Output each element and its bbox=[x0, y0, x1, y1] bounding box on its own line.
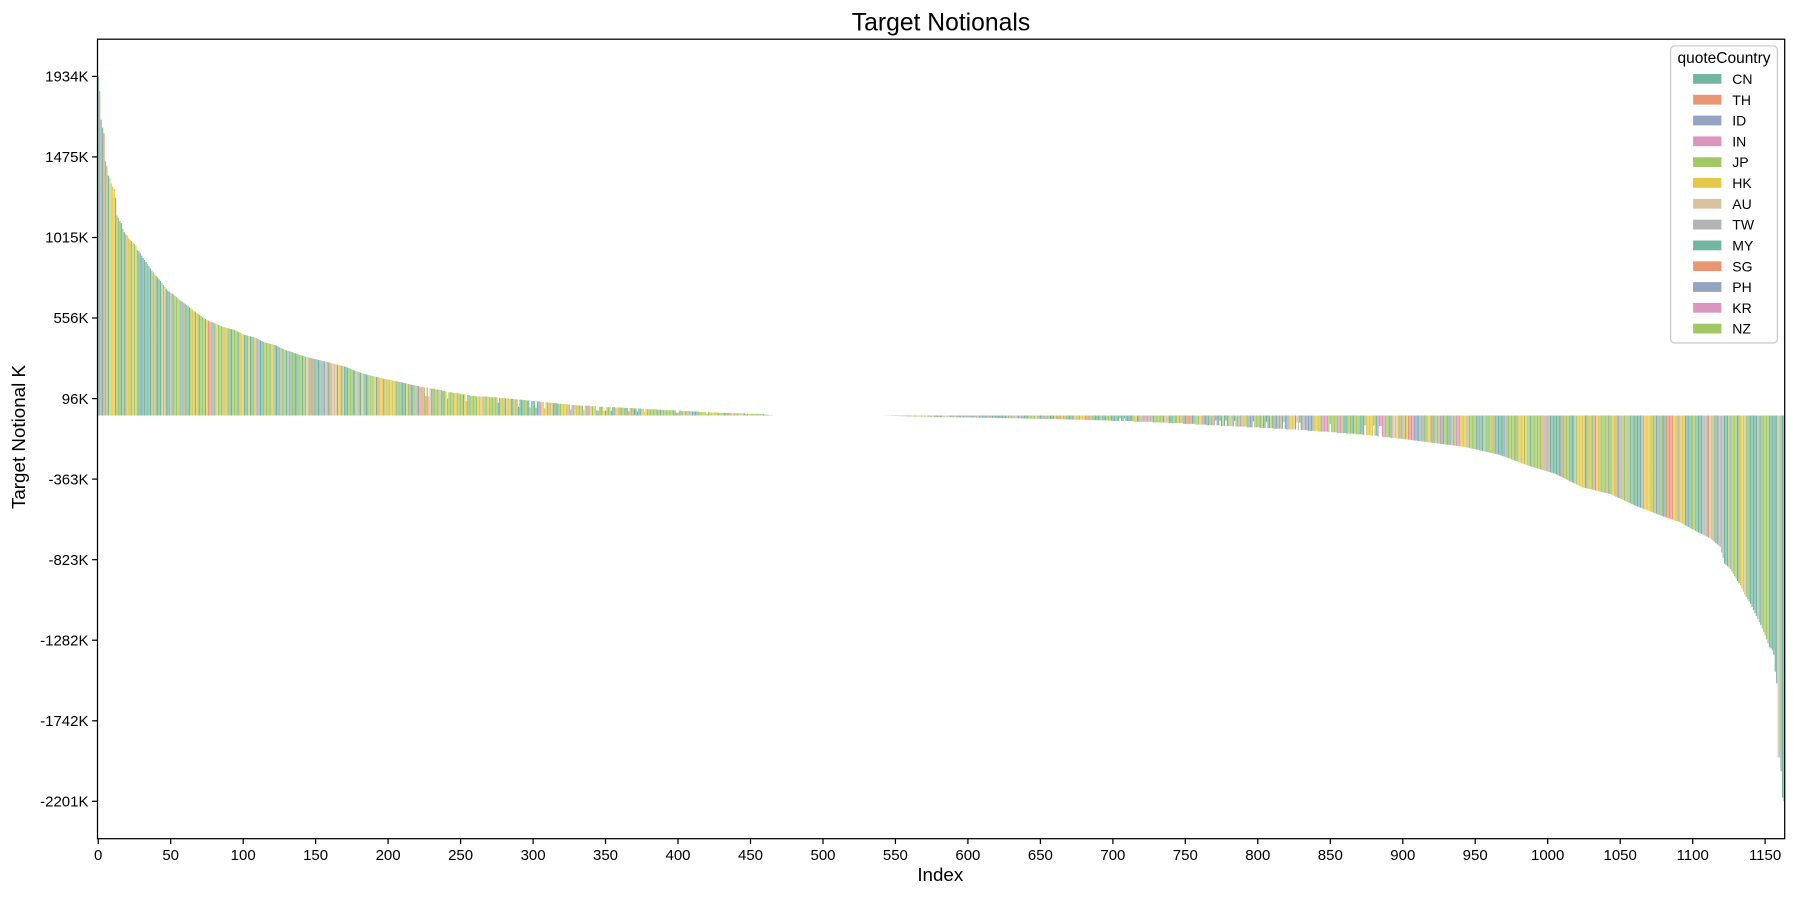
svg-text:800: 800 bbox=[1245, 847, 1270, 864]
svg-text:-1282K: -1282K bbox=[40, 632, 88, 649]
svg-text:MY: MY bbox=[1732, 238, 1754, 254]
svg-text:450: 450 bbox=[738, 847, 763, 864]
svg-text:1934K: 1934K bbox=[45, 69, 88, 86]
svg-text:HK: HK bbox=[1732, 175, 1752, 191]
svg-text:1475K: 1475K bbox=[45, 149, 88, 166]
svg-text:JP: JP bbox=[1732, 154, 1748, 170]
svg-text:1050: 1050 bbox=[1604, 847, 1637, 864]
svg-text:300: 300 bbox=[521, 847, 546, 864]
svg-text:600: 600 bbox=[955, 847, 980, 864]
svg-text:50: 50 bbox=[162, 847, 179, 864]
svg-text:0: 0 bbox=[94, 847, 102, 864]
svg-text:700: 700 bbox=[1100, 847, 1125, 864]
svg-text:1015K: 1015K bbox=[45, 230, 88, 247]
svg-text:-2201K: -2201K bbox=[40, 794, 88, 811]
svg-text:750: 750 bbox=[1173, 847, 1198, 864]
svg-text:AU: AU bbox=[1732, 196, 1751, 212]
svg-text:KR: KR bbox=[1732, 300, 1751, 316]
svg-text:96K: 96K bbox=[62, 391, 89, 408]
svg-text:1150: 1150 bbox=[1749, 847, 1781, 864]
svg-text:-363K: -363K bbox=[48, 471, 88, 488]
svg-text:350: 350 bbox=[593, 847, 618, 864]
svg-text:IN: IN bbox=[1732, 133, 1746, 149]
svg-text:100: 100 bbox=[231, 847, 256, 864]
svg-text:NZ: NZ bbox=[1732, 321, 1751, 337]
svg-text:SG: SG bbox=[1732, 258, 1752, 274]
svg-text:ID: ID bbox=[1732, 113, 1746, 129]
svg-text:TH: TH bbox=[1732, 92, 1751, 108]
svg-text:-1742K: -1742K bbox=[40, 713, 88, 730]
svg-text:1000: 1000 bbox=[1531, 847, 1564, 864]
svg-text:-823K: -823K bbox=[48, 552, 88, 569]
svg-text:900: 900 bbox=[1390, 847, 1415, 864]
svg-text:550: 550 bbox=[883, 847, 908, 864]
svg-text:PH: PH bbox=[1732, 279, 1751, 295]
svg-text:200: 200 bbox=[376, 847, 401, 864]
svg-text:500: 500 bbox=[810, 847, 835, 864]
svg-text:150: 150 bbox=[303, 847, 328, 864]
svg-text:650: 650 bbox=[1028, 847, 1053, 864]
svg-text:TW: TW bbox=[1732, 217, 1755, 233]
svg-text:1100: 1100 bbox=[1677, 847, 1709, 864]
svg-text:400: 400 bbox=[665, 847, 690, 864]
svg-text:Index: Index bbox=[917, 864, 964, 885]
svg-text:CN: CN bbox=[1732, 71, 1752, 87]
svg-text:556K: 556K bbox=[53, 310, 88, 327]
svg-text:Target Notional K: Target Notional K bbox=[8, 364, 29, 509]
svg-text:850: 850 bbox=[1318, 847, 1343, 864]
svg-text:950: 950 bbox=[1463, 847, 1488, 864]
svg-text:Target Notionals: Target Notionals bbox=[852, 10, 1030, 37]
svg-text:250: 250 bbox=[448, 847, 473, 864]
svg-text:quoteCountry: quoteCountry bbox=[1677, 50, 1770, 67]
